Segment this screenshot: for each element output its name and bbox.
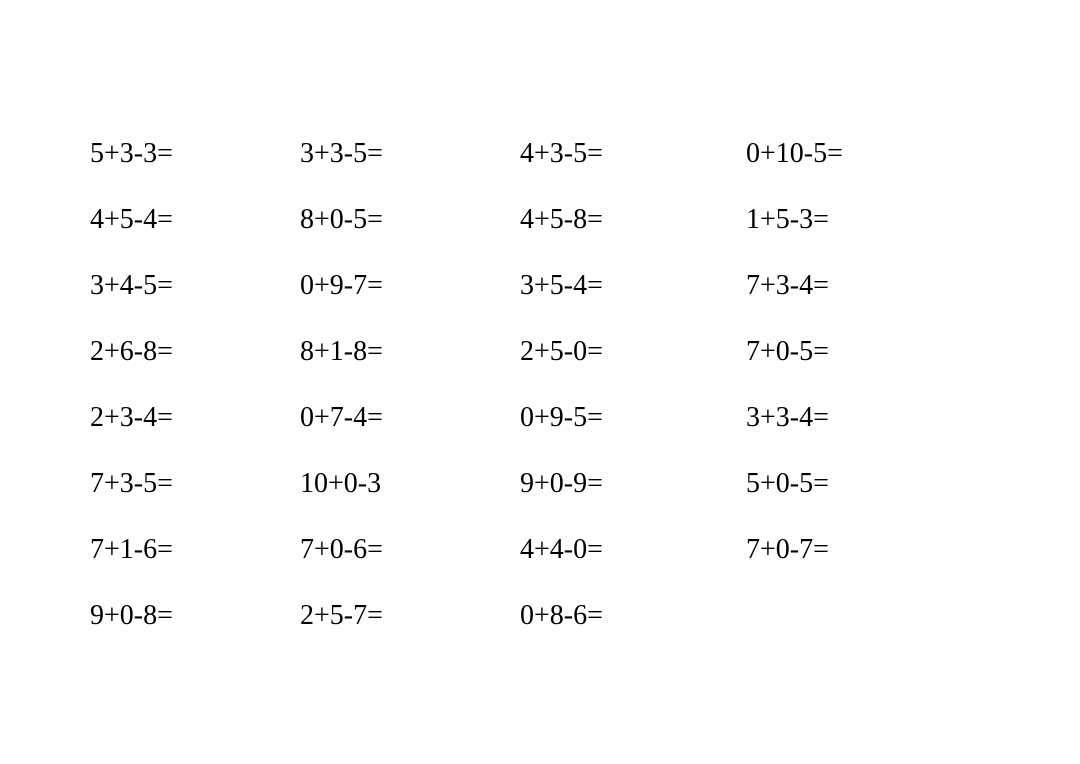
problem-cell: 7+0-5=: [746, 338, 966, 366]
problem-cell: 0+8-6=: [520, 602, 746, 630]
problem-cell: 0+9-7=: [300, 272, 520, 300]
problem-cell: 10+0-3: [300, 470, 520, 498]
problem-cell: [746, 602, 966, 630]
problem-cell: 3+3-5=: [300, 140, 520, 168]
problem-cell: 0+9-5=: [520, 404, 746, 432]
problem-cell: 5+0-5=: [746, 470, 966, 498]
problem-cell: 8+0-5=: [300, 206, 520, 234]
problem-cell: 3+3-4=: [746, 404, 966, 432]
problem-cell: 7+0-6=: [300, 536, 520, 564]
problem-cell: 9+0-9=: [520, 470, 746, 498]
problem-cell: 0+7-4=: [300, 404, 520, 432]
problem-cell: 4+4-0=: [520, 536, 746, 564]
problem-cell: 4+5-8=: [520, 206, 746, 234]
problem-cell: 0+10-5=: [746, 140, 966, 168]
problem-grid: 5+3-3= 3+3-5= 4+3-5= 0+10-5= 4+5-4= 8+0-…: [90, 140, 1080, 630]
problem-cell: 4+5-4=: [90, 206, 300, 234]
worksheet-page: 5+3-3= 3+3-5= 4+3-5= 0+10-5= 4+5-4= 8+0-…: [0, 0, 1080, 764]
problem-cell: 4+3-5=: [520, 140, 746, 168]
problem-cell: 7+3-5=: [90, 470, 300, 498]
problem-cell: 2+5-0=: [520, 338, 746, 366]
problem-cell: 3+4-5=: [90, 272, 300, 300]
problem-cell: 2+6-8=: [90, 338, 300, 366]
problem-cell: 7+0-7=: [746, 536, 966, 564]
problem-cell: 7+1-6=: [90, 536, 300, 564]
problem-cell: 7+3-4=: [746, 272, 966, 300]
problem-cell: 8+1-8=: [300, 338, 520, 366]
problem-cell: 2+5-7=: [300, 602, 520, 630]
problem-cell: 1+5-3=: [746, 206, 966, 234]
problem-cell: 2+3-4=: [90, 404, 300, 432]
problem-cell: 3+5-4=: [520, 272, 746, 300]
problem-cell: 5+3-3=: [90, 140, 300, 168]
problem-cell: 9+0-8=: [90, 602, 300, 630]
